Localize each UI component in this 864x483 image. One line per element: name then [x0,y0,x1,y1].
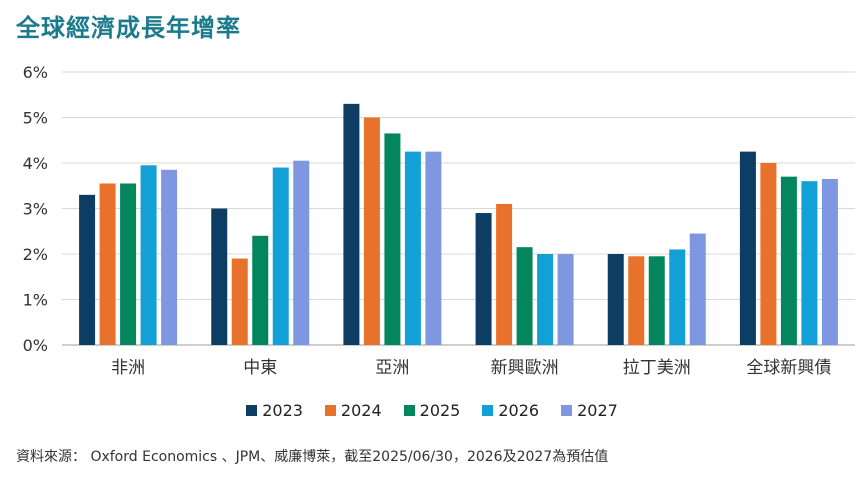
legend-label: 2023 [262,401,303,420]
bar-2026 [404,151,421,345]
legend-label: 2025 [419,401,461,420]
bar-2025 [120,183,137,345]
bar-2025 [648,256,665,345]
bar-2026 [537,254,554,345]
x-tick-label: 亞洲 [375,358,409,378]
y-tick-label: 1% [23,291,48,310]
bar-2024 [99,183,116,345]
legend-item-2026[interactable]: 2026 [482,401,539,420]
legend-swatch [403,405,415,416]
bar-2025 [252,235,269,345]
bar-2025 [516,247,533,345]
source-note: 資料來源： Oxford Economics 、JPM、威廉博萊，截至2025/… [16,449,609,465]
bar-2026 [140,165,157,345]
legend-label: 2024 [340,401,382,420]
y-tick-label: 4% [23,154,48,173]
x-tick-label: 新興歐洲 [491,358,559,378]
y-tick-label: 0% [23,336,48,355]
bar-2024 [363,117,380,345]
x-tick-label: 非洲 [111,358,145,378]
bar-2023 [475,213,492,345]
x-axis-ticks: 非洲 中東 亞洲 新興歐洲 拉丁美洲 全球新興債 [111,358,831,378]
bar-2027 [821,178,838,345]
legend-item-2023[interactable]: 2023 [246,401,303,420]
bar-2027 [689,233,706,345]
legend-swatch [246,405,258,416]
bar-2027 [425,151,442,345]
x-tick-label: 拉丁美洲 [623,358,691,378]
y-tick-label: 6% [23,63,48,82]
legend-swatch [324,405,336,416]
legend-swatch [482,405,494,416]
bars [79,103,838,345]
chart-title: 全球經濟成長年增率 [16,14,241,42]
y-tick-label: 2% [23,245,48,264]
bar-2026 [272,167,289,345]
bar-2027 [161,169,178,345]
bar-2027 [293,160,310,345]
gridlines [62,71,855,346]
legend: 2023 2024 2025 2026 2027 [0,401,864,420]
bar-2023 [79,194,96,345]
bar-2023 [343,103,360,345]
y-axis-ticks: 0% 1% 2% 3% 4% 5% 6% [23,63,48,355]
bar-2024 [760,163,777,345]
bar-2026 [801,181,818,345]
bar-2023 [607,254,624,345]
legend-item-2025[interactable]: 2025 [403,401,461,420]
x-tick-label: 中東 [243,358,277,378]
bar-2024 [496,203,513,345]
bar-chart: 0% 1% 2% 3% 4% 5% 6% 非洲 中東 亞洲 新興歐洲 拉丁美洲 全球新興債 [23,63,855,378]
bar-2024 [231,258,248,345]
y-tick-label: 3% [23,200,48,219]
bar-2025 [384,133,401,345]
y-tick-label: 5% [23,109,48,128]
x-tick-label: 全球新興債 [746,358,831,378]
bar-2025 [780,176,797,345]
legend-swatch [561,405,573,416]
bar-2026 [669,249,686,345]
bar-2027 [557,254,574,345]
bar-2023 [739,151,756,345]
legend-label: 2026 [498,401,540,420]
bar-2024 [628,256,645,345]
bar-2023 [211,208,228,345]
legend-item-2027[interactable]: 2027 [561,401,618,420]
legend-item-2024[interactable]: 2024 [324,401,382,420]
legend-label: 2027 [577,401,618,420]
